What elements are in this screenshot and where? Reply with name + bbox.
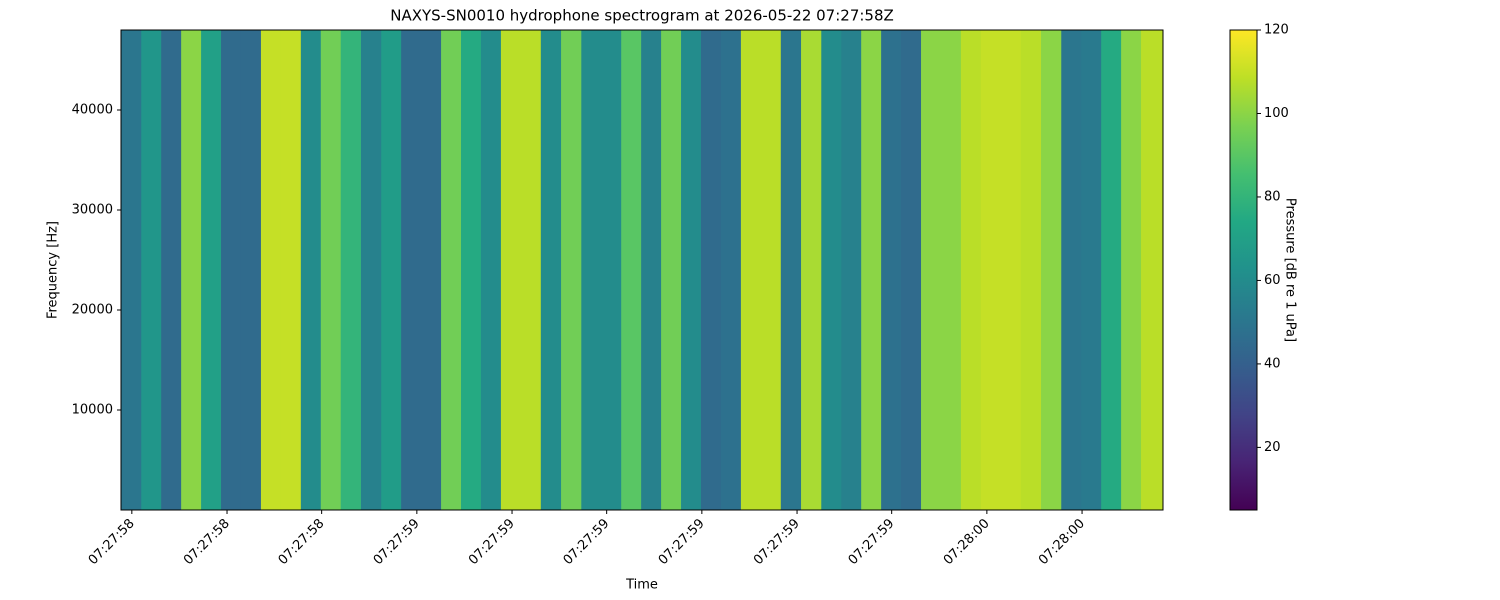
heat-cell (1141, 30, 1164, 510)
x-tick-label: 07:27:59 (751, 516, 803, 568)
x-tick-label: 07:28:00 (941, 516, 993, 568)
y-axis-label: Frequency [Hz] (46, 221, 61, 319)
heat-cell (601, 30, 622, 510)
heat-cell (661, 30, 682, 510)
y-tick-label: 10000 (72, 403, 113, 418)
heat-cell (960, 30, 982, 510)
heat-cell (181, 30, 202, 510)
heat-cell (940, 30, 962, 510)
heat-cell (801, 30, 822, 510)
x-tick-label: 07:27:58 (181, 516, 233, 568)
colorbar-tick-label: 40 (1264, 356, 1281, 371)
heat-cell (720, 30, 742, 510)
colorbar-tick-label: 60 (1264, 273, 1281, 288)
x-tick-label: 07:27:59 (656, 516, 708, 568)
heat-cell (561, 30, 582, 510)
colorbar-tick-label: 100 (1264, 106, 1289, 121)
heat-cell (221, 30, 242, 510)
heat-cell (921, 30, 942, 510)
heat-cell (1061, 30, 1082, 510)
heat-cell (381, 30, 402, 510)
heat-cell (1000, 30, 1022, 510)
heat-cell (1041, 30, 1062, 510)
x-tick-label: 07:27:59 (846, 516, 898, 568)
heat-cell (401, 30, 422, 510)
colorbar-label: Pressure [dB re 1 uPa] (1283, 198, 1298, 342)
heat-cell (1081, 30, 1102, 510)
y-tick-label: 30000 (72, 203, 113, 218)
heat-cell (1020, 30, 1042, 510)
colorbar-tick-label: 120 (1264, 23, 1289, 38)
heat-cell (240, 30, 262, 510)
heat-cell (641, 30, 662, 510)
heat-cell (121, 30, 142, 510)
y-tick-label: 40000 (72, 103, 113, 118)
heat-cell (821, 30, 842, 510)
heat-cell (421, 30, 442, 510)
heat-cell (980, 30, 1002, 510)
heat-cell (280, 30, 302, 510)
heat-cell (461, 30, 482, 510)
colorbar-tick-label: 80 (1264, 189, 1281, 204)
heat-cell (740, 30, 762, 510)
heat-cell (861, 30, 882, 510)
heat-cell (881, 30, 902, 510)
heat-cell (700, 30, 722, 510)
x-tick-label: 07:27:59 (371, 516, 423, 568)
heat-cell (480, 30, 502, 510)
heat-cell (581, 30, 602, 510)
colorbar (1229, 29, 1258, 511)
heat-cell (841, 30, 862, 510)
y-tick-label: 20000 (72, 303, 113, 318)
heat-cell (141, 30, 162, 510)
heat-cell (780, 30, 802, 510)
heat-cell (901, 30, 922, 510)
heat-cell (760, 30, 782, 510)
heat-cell (201, 30, 222, 510)
chart-title: NAXYS-SN0010 hydrophone spectrogram at 2… (390, 7, 894, 25)
heat-cell (520, 30, 542, 510)
heat-cell (1121, 30, 1142, 510)
heat-cell (340, 30, 362, 510)
heat-cell (320, 30, 342, 510)
heat-cell (260, 30, 282, 510)
heat-cell (540, 30, 562, 510)
x-tick-label: 07:27:58 (86, 516, 138, 568)
x-tick-label: 07:28:00 (1036, 516, 1088, 568)
x-tick-label: 07:27:59 (561, 516, 613, 568)
heat-cell (681, 30, 702, 510)
x-tick-label: 07:27:59 (466, 516, 518, 568)
heat-cell (621, 30, 642, 510)
colorbar-tick-label: 20 (1264, 440, 1281, 455)
heat-cell (300, 30, 322, 510)
x-tick-label: 07:27:58 (276, 516, 328, 568)
heat-cell (1101, 30, 1122, 510)
heat-cell (500, 30, 522, 510)
heat-cell (360, 30, 382, 510)
heatmap (121, 30, 1164, 510)
plot-frame (120, 29, 1164, 511)
x-axis-label: Time (625, 578, 658, 593)
heat-cell (161, 30, 182, 510)
heat-cell (441, 30, 462, 510)
